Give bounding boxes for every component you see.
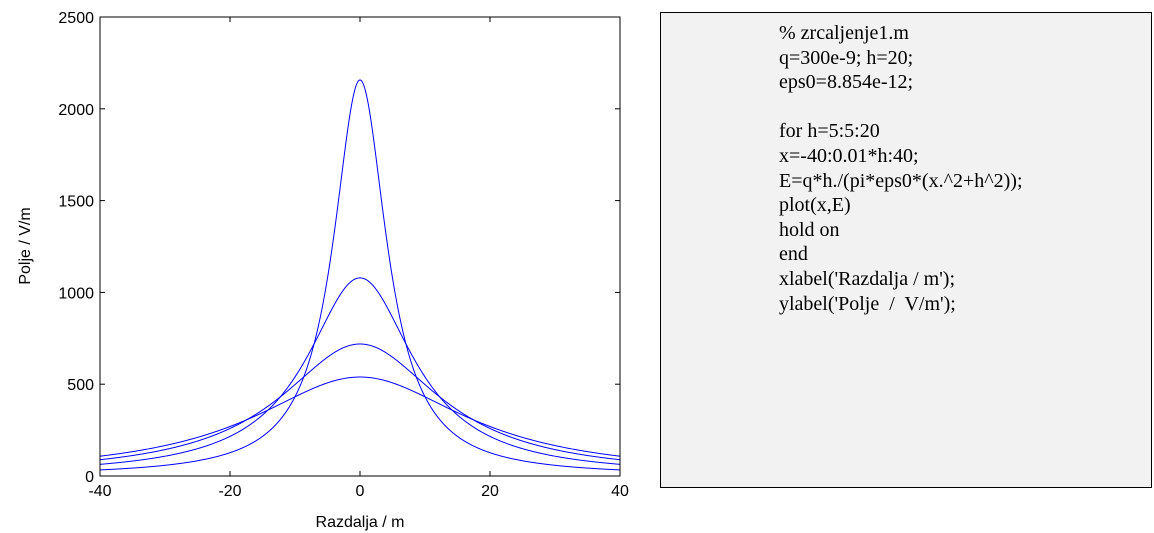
curves — [99, 79, 621, 471]
code-line: end — [779, 243, 808, 266]
code-line: xlabel('Razdalja / m'); — [779, 267, 956, 290]
code-line: for h=5:5:20 — [779, 120, 880, 143]
tick-labels: -40 -20 0 20 40 0 500 1000 1500 2000 2500 — [58, 10, 629, 500]
code-line: x=-40:0.01*h:40; — [779, 144, 919, 167]
x-tick-label: -20 — [218, 483, 241, 500]
y-tick-label: 1500 — [58, 194, 94, 211]
series-line-1 — [99, 277, 621, 465]
y-tick-label: 0 — [85, 469, 94, 486]
code-line: % zrcaljenje1.m — [779, 22, 909, 44]
series-line-2 — [99, 343, 621, 461]
x-axis-label: Razdalja / m — [316, 514, 405, 531]
ticks — [99, 16, 621, 477]
x-tick-label: 20 — [481, 483, 499, 500]
y-tick-label: 2500 — [58, 10, 94, 27]
code-line: q=300e-9; h=20; — [779, 46, 914, 69]
code-line: E=q*h./(pi*eps0*(x.^2+h^2)); — [779, 169, 1023, 192]
code-line: plot(x,E) — [779, 194, 851, 217]
series-line-0 — [99, 79, 621, 471]
y-axis-label: Polje / V/m — [17, 207, 34, 284]
code-listing: % zrcaljenje1.m q=300e-9; h=20; eps0=8.854… — [779, 21, 1023, 316]
x-tick-label: 0 — [356, 483, 365, 500]
code-line — [779, 95, 1023, 120]
code-line: hold on — [779, 218, 840, 241]
y-tick-label: 500 — [67, 377, 94, 394]
x-tick-label: 40 — [611, 483, 629, 500]
chart: -40 -20 0 20 40 0 500 1000 1500 2000 2500 Razdalja… — [17, 10, 629, 531]
series-line-3 — [99, 376, 621, 457]
code-line: ylabel('Polje / V/m'); — [779, 292, 956, 315]
y-tick-label: 2000 — [58, 102, 94, 119]
plot-frame — [99, 16, 621, 477]
y-tick-label: 1000 — [58, 285, 94, 302]
code-panel: % zrcaljenje1.m q=300e-9; h=20; eps0=8.854… — [660, 12, 1152, 488]
x-tick-label: -40 — [88, 483, 111, 500]
code-line: eps0=8.854e-12; — [779, 71, 914, 94]
